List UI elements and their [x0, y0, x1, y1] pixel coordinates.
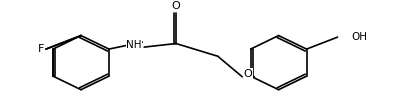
- Text: F: F: [38, 44, 44, 54]
- Text: O: O: [244, 69, 253, 79]
- Text: OH: OH: [352, 32, 367, 42]
- Text: O: O: [172, 1, 180, 11]
- Text: NH: NH: [126, 40, 142, 50]
